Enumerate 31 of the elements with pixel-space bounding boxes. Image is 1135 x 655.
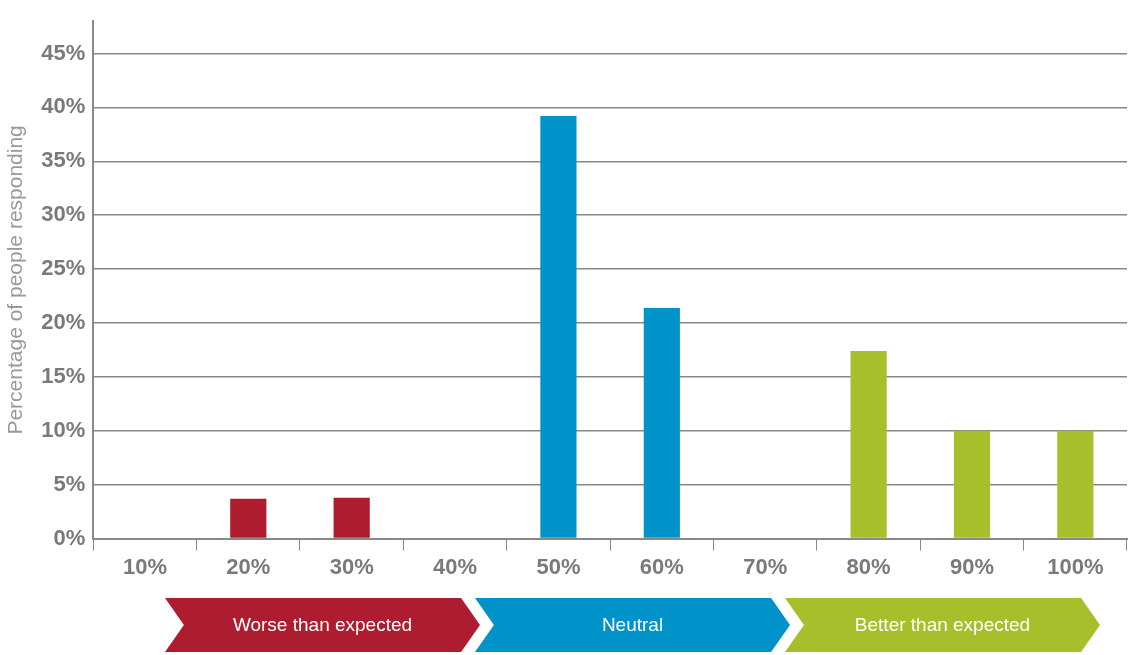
y-tick-label: 5% — [53, 470, 86, 496]
bar — [643, 307, 680, 538]
y-tick-label: 35% — [41, 147, 86, 173]
x-tick-label: 60% — [639, 553, 684, 579]
x-tick-label: 50% — [536, 553, 581, 579]
x-tick-label: 10% — [122, 553, 167, 579]
y-tick-label: 30% — [41, 201, 86, 227]
x-tick-label: 40% — [433, 553, 478, 579]
y-tick-label: 45% — [41, 39, 86, 65]
x-tick-label: 80% — [846, 553, 891, 579]
y-tick-label: 15% — [41, 362, 86, 388]
y-tick-label: 25% — [41, 255, 86, 281]
y-tick-label: 20% — [41, 309, 86, 335]
y-tick-label: 10% — [41, 416, 86, 442]
x-tick-label: 20% — [226, 553, 271, 579]
chevron-banner: Neutral — [475, 598, 790, 652]
x-tick-label: 100% — [1047, 553, 1104, 579]
y-tick-label: 0% — [53, 524, 86, 550]
bar — [333, 497, 370, 538]
bar — [1057, 430, 1094, 538]
x-tick-label: 30% — [329, 553, 374, 579]
bar — [230, 498, 267, 538]
y-axis-title: Percentage of people responding — [3, 125, 27, 435]
chevron-banner: Worse than expected — [165, 598, 480, 652]
bar — [953, 430, 991, 538]
y-tick-label: 40% — [41, 93, 86, 119]
bar — [540, 116, 577, 538]
bar — [850, 351, 887, 538]
chevron-banner: Better than expected — [785, 598, 1100, 652]
x-tick-label: 70% — [743, 553, 788, 579]
x-tick-label: 90% — [949, 553, 994, 579]
